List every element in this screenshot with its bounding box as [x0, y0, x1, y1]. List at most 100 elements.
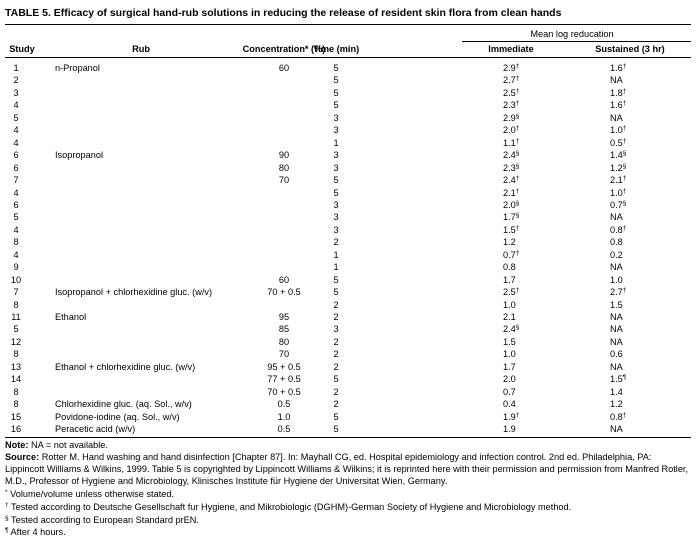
cell: 5 — [333, 287, 339, 298]
cell: 2 — [333, 299, 339, 310]
footnote-text: Tested according to European Standard pr… — [11, 514, 199, 525]
cell: 4 — [13, 249, 19, 260]
cell: 2.1† — [503, 187, 520, 198]
column-header: Time (min) — [312, 44, 360, 54]
cell: 5 — [333, 424, 339, 435]
cell: 2.0§ — [503, 199, 520, 210]
cell: 1 — [333, 262, 339, 273]
cell: 14 — [10, 374, 22, 385]
cell: 3 — [333, 224, 339, 235]
cell: Ethanol + chlorhexidine gluc. (w/v) — [55, 361, 196, 372]
cell: 1.4§ — [610, 150, 627, 161]
cell: NA — [610, 324, 623, 335]
cell: 1.6† — [610, 63, 627, 73]
cell: 2.3§ — [503, 162, 520, 173]
cell: 5 — [333, 87, 339, 98]
cell: 2.4§ — [503, 150, 520, 161]
note-label: Note: — [5, 440, 29, 450]
column-header: Rub — [132, 44, 150, 54]
rule — [5, 437, 691, 438]
cell: 4 — [13, 125, 19, 136]
cell: NA — [610, 112, 623, 123]
cell: Povidone-iodine (aq. Sol., w/v) — [55, 411, 180, 422]
footnote: § Tested according to European Standard … — [5, 514, 199, 526]
cell: 0.5 — [277, 424, 291, 435]
cell: 8 — [13, 237, 19, 248]
cell: 5 — [13, 112, 19, 123]
cell: 7 — [13, 287, 19, 298]
cell: 12 — [10, 336, 22, 347]
cell: 2.9§ — [503, 112, 520, 123]
cell: 1.2 — [610, 399, 623, 410]
cell: 8 — [13, 399, 19, 410]
cell: 5 — [13, 324, 19, 335]
cell: 2.0† — [503, 125, 520, 136]
source-text: Rotter M. Hand washing and hand disinfec… — [5, 452, 689, 486]
cell: NA — [610, 336, 623, 347]
cell: 1.6† — [610, 100, 627, 111]
cell: 2.4† — [503, 175, 520, 186]
cell: 0.5 — [277, 399, 291, 410]
cell: 95 — [278, 312, 290, 322]
cell: 1.0 — [503, 349, 516, 360]
cell: 2 — [333, 386, 339, 397]
cell: 1.5 — [503, 336, 516, 347]
cell: 1.7 — [503, 361, 516, 372]
cell: 60 — [278, 274, 290, 285]
cell: Peracetic acid (w/v) — [55, 424, 136, 435]
cell: 1.5¶ — [610, 374, 627, 385]
cell: 1.7 — [503, 274, 516, 285]
cell: 1.0 — [277, 411, 291, 422]
cell: Isopropanol + chlorhexidine gluc. (w/v) — [55, 287, 213, 298]
cell: 3 — [333, 125, 339, 136]
cell: 77 + 0.5 — [267, 374, 301, 385]
cell: 90 — [278, 150, 290, 161]
cell: 13 — [10, 361, 22, 372]
cell: NA — [610, 262, 623, 273]
cell: 2 — [333, 336, 339, 347]
cell: 2.1 — [503, 312, 516, 322]
cell: 3 — [333, 162, 339, 173]
cell: 8 — [13, 349, 19, 360]
note: Note: NA = not available. — [5, 439, 108, 451]
cell: 7 — [13, 175, 19, 186]
cell: 1.1† — [503, 137, 520, 148]
footnote: † Tested according to Deutsche Gesellsch… — [5, 501, 571, 513]
source: Source: Rotter M. Hand washing and hand … — [5, 451, 691, 487]
cell: 1 — [333, 137, 339, 148]
cell: 0.6 — [610, 349, 623, 360]
cell: 6 — [13, 150, 19, 161]
cell: 1.0† — [610, 125, 627, 136]
cell: n-Propanol — [55, 63, 100, 73]
cell: 1.0 — [503, 299, 516, 310]
column-header: Sustained (3 hr) — [595, 44, 665, 54]
cell: 4 — [13, 137, 19, 148]
cell: 80 — [278, 336, 290, 347]
cell: 2 — [13, 75, 19, 86]
cell: 2 — [333, 399, 339, 410]
cell: 3 — [13, 87, 19, 98]
cell: 2.4§ — [503, 324, 520, 335]
cell: 60 — [278, 63, 290, 73]
footnote-mark: § — [5, 514, 9, 522]
cell: 5 — [333, 374, 339, 385]
footnote-text: Tested according to Deutsche Gesellschaf… — [11, 501, 572, 512]
cell: 1 — [13, 63, 19, 73]
cell: 2 — [333, 312, 339, 322]
cell: 9 — [13, 262, 19, 273]
cell: 70 + 0.5 — [267, 386, 301, 397]
cell: 1.0 — [610, 274, 623, 285]
cell: 1.9 — [503, 424, 516, 435]
cell: 80 — [278, 162, 290, 173]
footnote-text: Volume/volume unless otherwise stated. — [10, 489, 175, 499]
rule — [5, 24, 691, 25]
cell: NA — [610, 361, 623, 372]
cell: 16 — [10, 424, 22, 435]
cell: 15 — [10, 411, 22, 422]
cell: 3 — [333, 150, 339, 161]
cell: 2.0 — [503, 374, 516, 385]
cell: 4 — [13, 224, 19, 235]
cell: 6 — [13, 199, 19, 210]
cell: 1.0† — [610, 187, 627, 198]
